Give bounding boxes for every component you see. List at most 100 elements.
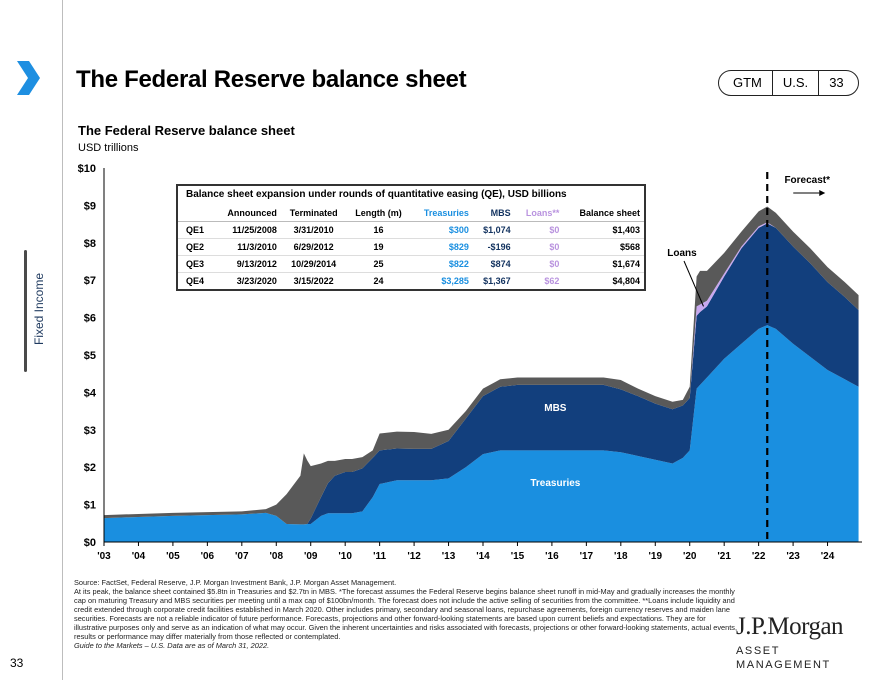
x-tick-label: '11 <box>373 551 386 562</box>
tag-region: U.S. <box>771 71 818 95</box>
x-tick-label: '20 <box>683 551 697 562</box>
qe-cell: 9/13/2012 <box>213 255 281 273</box>
qe-table-title: Balance sheet expansion under rounds of … <box>186 189 567 200</box>
y-tick-label: $10 <box>78 163 96 175</box>
mbs-label: MBS <box>544 403 567 414</box>
qe-cell: $568 <box>563 238 644 256</box>
y-tick-label: $8 <box>84 238 96 250</box>
chevron-right-icon <box>17 61 40 95</box>
logo-wordmark: J.P.Morgan <box>736 613 844 640</box>
qe-col-header: MBS <box>472 205 515 222</box>
qe-col-header: Treasuries <box>410 205 473 222</box>
jpmorgan-logo: J.P.Morgan ASSET MANAGEMENT <box>736 612 864 672</box>
qe-cell: QE3 <box>178 255 214 273</box>
qe-cell: $874 <box>472 255 515 273</box>
qe-cell: 16 <box>346 221 411 239</box>
qe-cell: QE1 <box>178 221 214 239</box>
x-tick-label: '04 <box>132 551 146 562</box>
x-tick-label: '07 <box>235 551 249 562</box>
qe-cell: $1,674 <box>563 255 644 273</box>
series-area-treasuries <box>104 325 859 542</box>
chart-areas <box>104 206 859 542</box>
x-tick-label: '05 <box>166 551 180 562</box>
x-tick-label: '10 <box>338 551 352 562</box>
qe-col-header: Length (m) <box>346 205 411 222</box>
qe-cell: 3/23/2020 <box>236 275 277 286</box>
treasuries-label: Treasuries <box>530 478 580 489</box>
y-tick-label: $3 <box>84 425 96 437</box>
footnote-body: At its peak, the balance sheet contained… <box>74 587 738 641</box>
x-tick-label: '18 <box>614 551 628 562</box>
chart-title: The Federal Reserve balance sheet <box>78 123 295 138</box>
qe-cell: 19 <box>346 238 411 256</box>
chart-ylabel: USD trillions <box>78 142 139 154</box>
footnote: Source: FactSet, Federal Reserve, J.P. M… <box>74 578 740 650</box>
qe-cell: $1,367 <box>483 275 511 286</box>
qe-col-header: Terminated <box>280 205 347 222</box>
qe-cell: $829 <box>410 238 473 256</box>
left-divider <box>62 0 63 680</box>
y-tick-label: $7 <box>84 275 96 287</box>
qe-cell: -$196 <box>472 238 515 256</box>
qe-table-header: Announced Terminated Length (m) Treasuri… <box>178 205 644 222</box>
qe-col-header: Loans** <box>514 205 564 222</box>
y-tick-label: $2 <box>84 462 96 474</box>
qe-cell: $62 <box>544 275 560 286</box>
y-tick-label: $5 <box>84 350 96 362</box>
footnote-guide: Guide to the Markets – U.S. Data are as … <box>74 641 270 650</box>
section-tab: Fixed Income <box>6 250 56 372</box>
qe-col-header: Balance sheet <box>563 205 644 222</box>
series-area-mbs <box>104 223 859 525</box>
x-tick-label: '03 <box>97 551 111 562</box>
qe-cell: $3,285 <box>441 275 469 286</box>
x-tick-label: '08 <box>270 551 284 562</box>
qe-cell: 10/29/2014 <box>280 255 347 273</box>
y-tick-label: $9 <box>84 200 96 212</box>
qe-cell: $1,403 <box>563 221 644 239</box>
qe-cell: $0 <box>514 238 564 256</box>
qe-cell: 24 <box>373 275 384 286</box>
y-tick-label: $0 <box>84 537 96 549</box>
qe-cell: 6/29/2012 <box>280 238 347 256</box>
qe-table-row: QE1 11/25/2008 3/31/2010 16 $300 $1,074 … <box>178 221 644 239</box>
qe-table-row: QE3 9/13/2012 10/29/2014 25 $822 $874 $0… <box>178 255 644 273</box>
page-title: The Federal Reserve balance sheet <box>76 66 467 93</box>
qe-cell: $0 <box>514 221 564 239</box>
tag-guide: GTM <box>733 75 762 90</box>
x-tick-label: '13 <box>442 551 456 562</box>
x-tick-label: '15 <box>511 551 525 562</box>
qe-cell: 3/31/2010 <box>280 221 347 239</box>
x-tick-label: '19 <box>649 551 663 562</box>
qe-table-grid: Announced Terminated Length (m) Treasuri… <box>178 205 644 289</box>
qe-table-row: QE4 3/23/2020 3/15/2022 24 $3,285 $1,367… <box>178 272 644 289</box>
qe-table-row: QE2 11/3/2010 6/29/2012 19 $829 -$196 $0… <box>178 238 644 256</box>
x-tick-label: '16 <box>545 551 559 562</box>
footnote-source: Source: FactSet, Federal Reserve, J.P. M… <box>74 578 397 587</box>
qe-table: Balance sheet expansion under rounds of … <box>176 184 646 291</box>
qe-cell: 11/25/2008 <box>213 221 281 239</box>
qe-cell: 11/3/2010 <box>213 238 281 256</box>
forecast-arrowhead <box>819 190 826 196</box>
qe-cell: QE2 <box>178 238 214 256</box>
qe-cell: $300 <box>410 221 473 239</box>
section-tab-bar <box>24 250 27 372</box>
logo-subtitle: ASSET MANAGEMENT <box>736 645 831 671</box>
x-tick-label: '21 <box>717 551 731 562</box>
qe-cell: 25 <box>346 255 411 273</box>
qe-cell: $4,804 <box>612 275 640 286</box>
loans-leader <box>683 260 704 307</box>
forecast-label: Forecast* <box>784 175 830 186</box>
qe-cell: $822 <box>410 255 473 273</box>
x-tick-label: '06 <box>201 551 215 562</box>
page-number: 33 <box>10 656 24 670</box>
y-tick-label: $4 <box>84 387 97 399</box>
loans-label: Loans <box>667 248 697 259</box>
x-tick-label: '14 <box>476 551 490 562</box>
page-tags: GTM U.S. 33 <box>718 70 859 96</box>
x-tick-label: '22 <box>752 551 766 562</box>
x-tick-label: '12 <box>407 551 421 562</box>
qe-col-header <box>178 205 214 222</box>
x-tick-label: '24 <box>821 551 835 562</box>
qe-cell: $1,074 <box>472 221 515 239</box>
